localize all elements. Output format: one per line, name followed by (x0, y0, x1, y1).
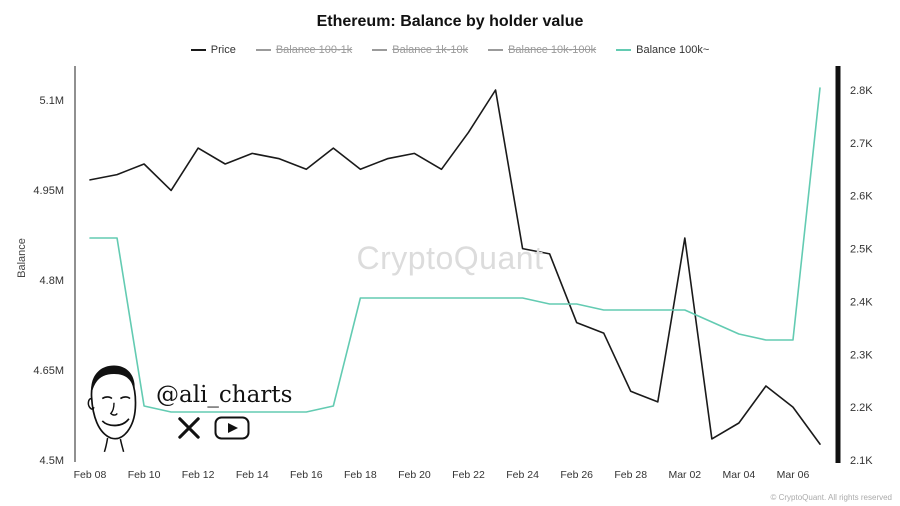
right-axis-tick: 2.5K (850, 244, 873, 256)
x-logo-icon (178, 417, 200, 439)
chart-title: Ethereum: Balance by holder value (316, 13, 584, 30)
x-axis-tick: Feb 24 (506, 469, 539, 481)
x-axis-tick: Mar 06 (777, 469, 810, 481)
left-axis-tick: 4.5M (40, 455, 64, 467)
left-axis-tick: 5.1M (40, 95, 64, 107)
x-axis-tick: Feb 18 (344, 469, 377, 481)
legend-swatch (372, 49, 388, 51)
right-axis-tick: 2.7K (850, 138, 873, 150)
legend-item-2[interactable]: Balance 1k-10k (372, 44, 468, 56)
legend-label: Balance 1k-10k (392, 44, 469, 56)
right-axis-tick: 2.1K (850, 455, 873, 467)
right-axis-tick: 2.8K (850, 85, 873, 97)
series-line-price (89, 89, 821, 445)
x-axis-tick: Feb 08 (74, 469, 107, 481)
legend-label: Balance 10k-100k (508, 44, 597, 56)
x-axis-tick: Feb 10 (128, 469, 161, 481)
left-axis-tick: 4.65M (33, 365, 64, 377)
legend-label: Balance 100k~ (636, 44, 710, 56)
youtube-icon (214, 416, 250, 440)
x-axis-tick: Feb 12 (182, 469, 215, 481)
ali-face-drawing (87, 365, 137, 452)
legend-item-1[interactable]: Balance 100-1k (255, 44, 353, 56)
x-axis-tick: Feb 20 (398, 469, 431, 481)
legend-item-0[interactable]: Price (190, 44, 236, 56)
x-axis-tick: Feb 26 (560, 469, 593, 481)
series-line-balance-100k- (89, 87, 821, 413)
legend-label: Balance 100-1k (275, 44, 353, 56)
right-axis-tick: 2.3K (850, 349, 873, 361)
x-axis-tick: Feb 28 (614, 469, 647, 481)
right-axis-tick: 2.6K (850, 191, 873, 203)
legend-item-3[interactable]: Balance 10k-100k (488, 44, 596, 56)
legend-swatch (255, 49, 271, 51)
x-axis-tick: Mar 04 (723, 469, 756, 481)
x-axis-tick: Mar 02 (668, 469, 701, 481)
x-axis-tick: Feb 22 (452, 469, 485, 481)
right-axis-tick: 2.2K (850, 402, 873, 414)
legend-swatch (190, 49, 206, 51)
x-axis-tick: Feb 14 (236, 469, 269, 481)
legend-item-4[interactable]: Balance 100k~ (616, 44, 709, 56)
author-handle: @ali_charts (156, 382, 293, 408)
copyright-text: © CryptoQuant. All rights reserved (770, 493, 893, 502)
branding-block: @ali_charts (82, 360, 292, 452)
left-axis-tick: 4.8M (40, 275, 64, 287)
x-axis-tick: Feb 16 (290, 469, 323, 481)
left-axis-tick: 4.95M (33, 185, 64, 197)
chart-legend: Price Balance 100-1k Balance 1k-10k Balance… (0, 44, 900, 56)
right-axis-tick: 2.4K (850, 296, 873, 308)
legend-swatch (488, 49, 504, 51)
legend-swatch (616, 49, 632, 51)
legend-label: Price (210, 44, 236, 56)
